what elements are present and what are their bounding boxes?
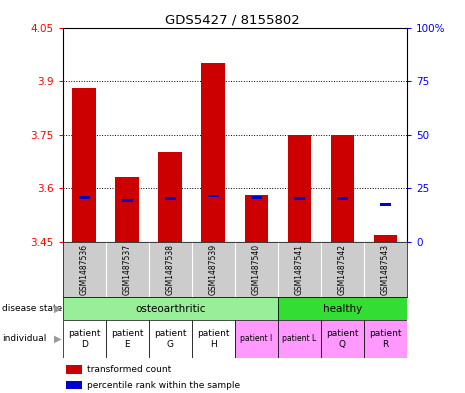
- Text: GSM1487538: GSM1487538: [166, 244, 175, 295]
- Text: ▶: ▶: [54, 334, 62, 344]
- Text: GSM1487539: GSM1487539: [209, 244, 218, 295]
- Bar: [373, 235, 397, 242]
- Text: percentile rank within the sample: percentile rank within the sample: [87, 380, 240, 389]
- Bar: [122, 199, 133, 202]
- Bar: [287, 134, 311, 242]
- Text: GDS5427 / 8155802: GDS5427 / 8155802: [165, 14, 300, 27]
- Bar: [208, 195, 219, 197]
- Text: disease state: disease state: [2, 304, 63, 313]
- Text: patient
G: patient G: [154, 329, 186, 349]
- Bar: [364, 320, 407, 358]
- Bar: [63, 297, 278, 320]
- Text: GSM1487540: GSM1487540: [252, 244, 261, 295]
- Bar: [66, 380, 82, 389]
- Bar: [201, 63, 225, 242]
- Bar: [149, 320, 192, 358]
- Bar: [115, 178, 139, 242]
- Text: ▶: ▶: [54, 303, 62, 314]
- Text: transformed count: transformed count: [87, 365, 171, 374]
- Text: GSM1487537: GSM1487537: [123, 244, 132, 295]
- Text: GSM1487542: GSM1487542: [338, 244, 347, 295]
- Bar: [165, 197, 176, 200]
- Bar: [192, 320, 235, 358]
- Bar: [294, 197, 305, 200]
- Bar: [337, 197, 348, 200]
- Bar: [79, 196, 90, 198]
- Text: healthy: healthy: [323, 303, 362, 314]
- Bar: [278, 297, 407, 320]
- Text: patient
D: patient D: [68, 329, 100, 349]
- Text: patient
E: patient E: [111, 329, 144, 349]
- Bar: [63, 320, 106, 358]
- Text: GSM1487536: GSM1487536: [80, 244, 89, 295]
- Bar: [331, 134, 354, 242]
- Bar: [73, 88, 96, 242]
- Text: GSM1487543: GSM1487543: [381, 244, 390, 295]
- Text: patient
Q: patient Q: [326, 329, 359, 349]
- Bar: [159, 152, 182, 242]
- Bar: [251, 196, 262, 199]
- Bar: [321, 320, 364, 358]
- Bar: [380, 203, 391, 206]
- Text: patient I: patient I: [240, 334, 272, 343]
- Text: osteoarthritic: osteoarthritic: [135, 303, 206, 314]
- Text: patient
R: patient R: [369, 329, 402, 349]
- Text: patient L: patient L: [282, 334, 317, 343]
- Bar: [235, 320, 278, 358]
- Text: patient
H: patient H: [197, 329, 230, 349]
- Text: GSM1487541: GSM1487541: [295, 244, 304, 295]
- Bar: [278, 320, 321, 358]
- Bar: [106, 320, 149, 358]
- Text: individual: individual: [2, 334, 46, 343]
- Bar: [66, 365, 82, 373]
- Bar: [245, 195, 268, 242]
